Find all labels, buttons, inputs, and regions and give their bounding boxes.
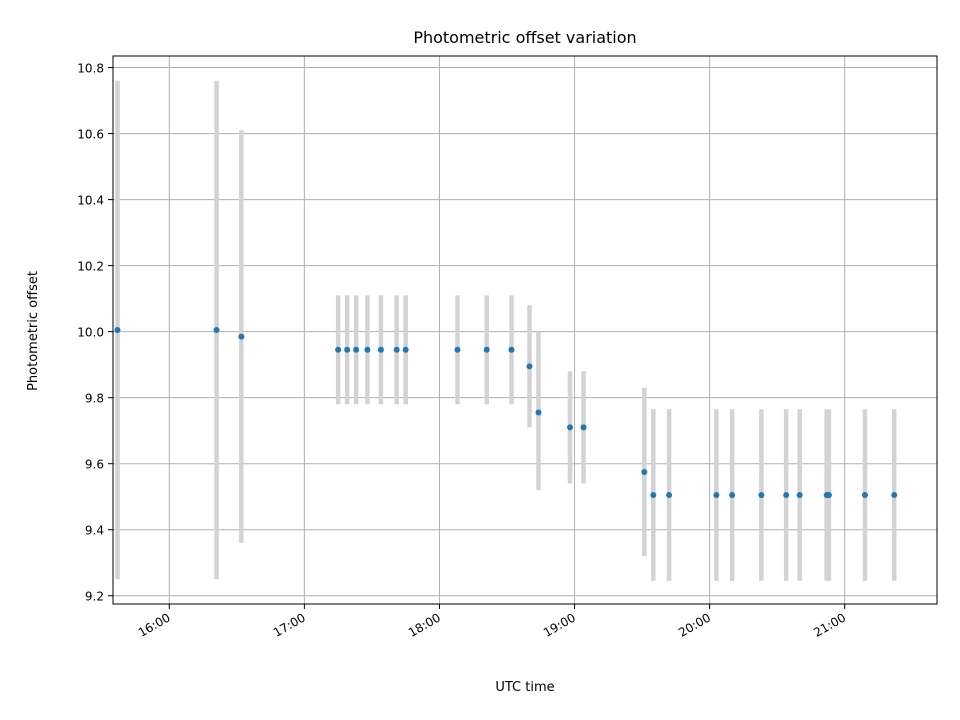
data-point xyxy=(580,424,587,431)
data-point xyxy=(402,346,409,353)
data-point xyxy=(526,363,533,370)
data-point xyxy=(891,492,898,499)
data-point xyxy=(713,492,720,499)
data-point xyxy=(535,409,542,416)
data-point xyxy=(729,492,736,499)
data-point xyxy=(666,492,673,499)
data-point xyxy=(783,492,790,499)
chart-title: Photometric offset variation xyxy=(413,28,636,47)
data-point xyxy=(364,346,371,353)
y-tick-label: 9.6 xyxy=(85,458,104,472)
y-tick-label: 10.6 xyxy=(77,128,104,142)
y-tick-label: 10.8 xyxy=(77,62,104,76)
data-point xyxy=(508,346,515,353)
data-point xyxy=(238,333,245,340)
data-point xyxy=(114,327,121,333)
data-point xyxy=(641,468,648,475)
data-point xyxy=(483,346,490,353)
data-point xyxy=(335,346,342,353)
plot-area-frame xyxy=(112,55,938,605)
data-point xyxy=(796,492,803,499)
y-tick-label: 9.8 xyxy=(85,392,104,406)
x-axis-label: UTC time xyxy=(495,680,554,695)
data-point xyxy=(758,492,765,499)
data-point xyxy=(825,492,832,499)
data-point xyxy=(213,327,220,333)
data-point xyxy=(344,346,351,353)
data-point xyxy=(567,424,574,431)
data-point xyxy=(353,346,360,353)
y-tick-label: 10.2 xyxy=(77,260,104,274)
y-tick-label: 9.2 xyxy=(85,590,104,604)
y-tick-label: 10.0 xyxy=(77,326,104,340)
data-point xyxy=(650,492,657,499)
y-tick-label: 10.4 xyxy=(77,194,104,208)
data-point xyxy=(861,492,868,499)
y-axis-label: Photometric offset xyxy=(26,271,41,391)
data-point xyxy=(377,346,384,353)
data-point xyxy=(454,346,461,353)
data-point xyxy=(393,346,400,353)
data-points xyxy=(114,327,898,499)
grid xyxy=(113,56,937,604)
y-tick-label: 9.4 xyxy=(85,524,104,538)
